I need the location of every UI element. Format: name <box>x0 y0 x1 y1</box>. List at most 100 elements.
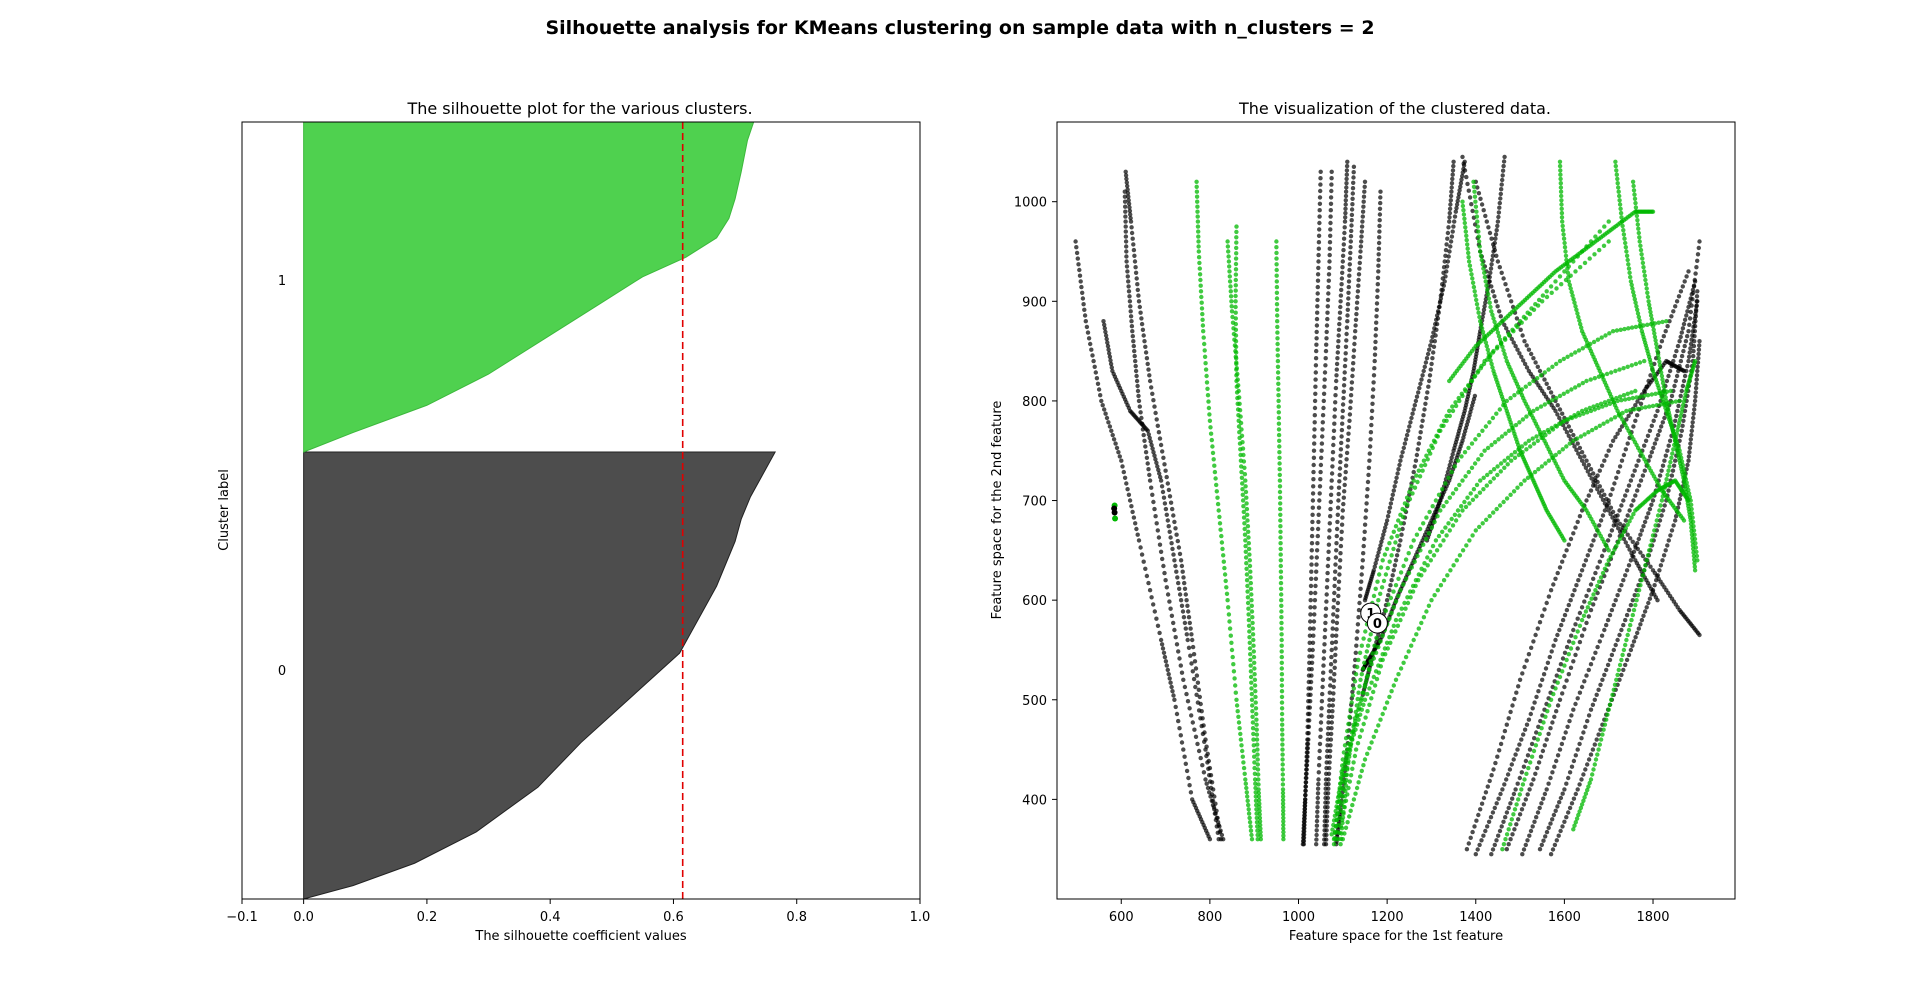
data-point <box>1515 485 1520 490</box>
data-point <box>1540 613 1545 618</box>
data-point <box>1105 340 1110 345</box>
scatter-ytick-label: 400 <box>1022 793 1047 808</box>
data-point <box>1141 432 1146 438</box>
data-point <box>1450 404 1455 409</box>
data-point <box>1180 609 1186 614</box>
data-point <box>1578 321 1583 327</box>
data-point <box>1413 458 1419 463</box>
data-point <box>1481 475 1486 480</box>
data-point <box>1559 215 1565 220</box>
data-point <box>1495 219 1501 224</box>
data-point <box>1680 423 1685 428</box>
data-point <box>1184 598 1189 603</box>
data-point <box>1633 361 1639 367</box>
data-point <box>1502 782 1507 787</box>
data-point <box>1122 199 1128 204</box>
data-point <box>1315 278 1321 283</box>
data-point <box>1143 344 1148 349</box>
data-point <box>1642 273 1648 278</box>
data-point <box>1578 265 1583 270</box>
data-point <box>1402 501 1408 506</box>
data-point <box>1508 709 1513 715</box>
data-point <box>1318 169 1323 174</box>
data-point <box>1573 385 1578 390</box>
data-point <box>1158 478 1164 483</box>
data-point <box>1367 746 1372 751</box>
data-point <box>1153 514 1158 519</box>
data-point <box>1567 282 1573 288</box>
data-point <box>1535 737 1541 742</box>
data-point <box>1170 506 1175 512</box>
data-point <box>1176 545 1182 550</box>
data-point <box>1165 592 1171 597</box>
data-point <box>1280 767 1285 772</box>
data-point <box>1174 532 1179 537</box>
data-point <box>1155 464 1160 469</box>
data-point <box>1146 367 1151 372</box>
data-point <box>1334 533 1340 539</box>
data-point <box>1357 593 1363 599</box>
data-point <box>1660 494 1666 499</box>
data-point <box>1468 835 1473 840</box>
data-point <box>1673 438 1678 443</box>
data-point <box>1306 667 1312 672</box>
data-point <box>1386 593 1391 598</box>
data-point <box>1477 239 1482 244</box>
data-point <box>1567 770 1573 775</box>
data-point <box>1591 339 1597 345</box>
data-point <box>1567 805 1573 811</box>
data-point <box>1504 496 1510 501</box>
data-point <box>1568 273 1573 278</box>
data-point <box>1666 488 1671 493</box>
data-point <box>1579 802 1585 807</box>
data-point <box>1623 526 1629 531</box>
data-point <box>1626 627 1632 633</box>
data-point <box>1388 583 1393 588</box>
data-point <box>1342 219 1348 224</box>
data-point <box>1660 390 1666 395</box>
data-point <box>1582 599 1587 604</box>
data-point <box>1376 246 1382 251</box>
data-point <box>1434 327 1439 332</box>
data-point <box>1573 753 1579 758</box>
data-point <box>1345 792 1350 797</box>
data-point <box>1382 552 1388 557</box>
data-point <box>1303 784 1308 789</box>
data-point <box>1304 758 1309 764</box>
data-point <box>1328 233 1333 238</box>
data-point <box>1364 679 1369 684</box>
data-point <box>1681 368 1687 374</box>
data-point <box>1391 488 1397 493</box>
data-point <box>1678 413 1683 419</box>
data-point <box>1496 210 1502 215</box>
data-point <box>1275 358 1281 364</box>
data-point <box>1677 417 1683 422</box>
data-point <box>1326 714 1332 719</box>
data-point <box>1124 249 1129 254</box>
data-point <box>1634 598 1639 603</box>
data-point <box>1669 393 1675 399</box>
data-point <box>1605 419 1610 424</box>
data-point <box>1529 306 1534 311</box>
data-point <box>1205 393 1211 398</box>
data-point <box>1423 536 1429 542</box>
data-point <box>1315 526 1321 532</box>
data-point <box>1510 832 1515 837</box>
data-point <box>1446 254 1451 259</box>
data-point <box>1376 723 1381 728</box>
data-point <box>1591 602 1596 607</box>
data-point <box>1473 293 1478 298</box>
data-point <box>1303 788 1308 793</box>
data-point <box>1591 576 1596 581</box>
data-point <box>1249 609 1255 614</box>
data-point <box>1562 269 1567 274</box>
data-point <box>1445 230 1451 236</box>
data-point <box>1447 210 1453 216</box>
data-point <box>1596 732 1601 737</box>
data-point <box>1419 566 1424 571</box>
trajectory-cluster-1 <box>1331 219 1611 847</box>
data-point <box>1599 463 1605 468</box>
data-point <box>1676 424 1681 429</box>
silhouette-xtick-label: −0.1 <box>226 910 258 925</box>
data-point <box>1380 536 1385 541</box>
